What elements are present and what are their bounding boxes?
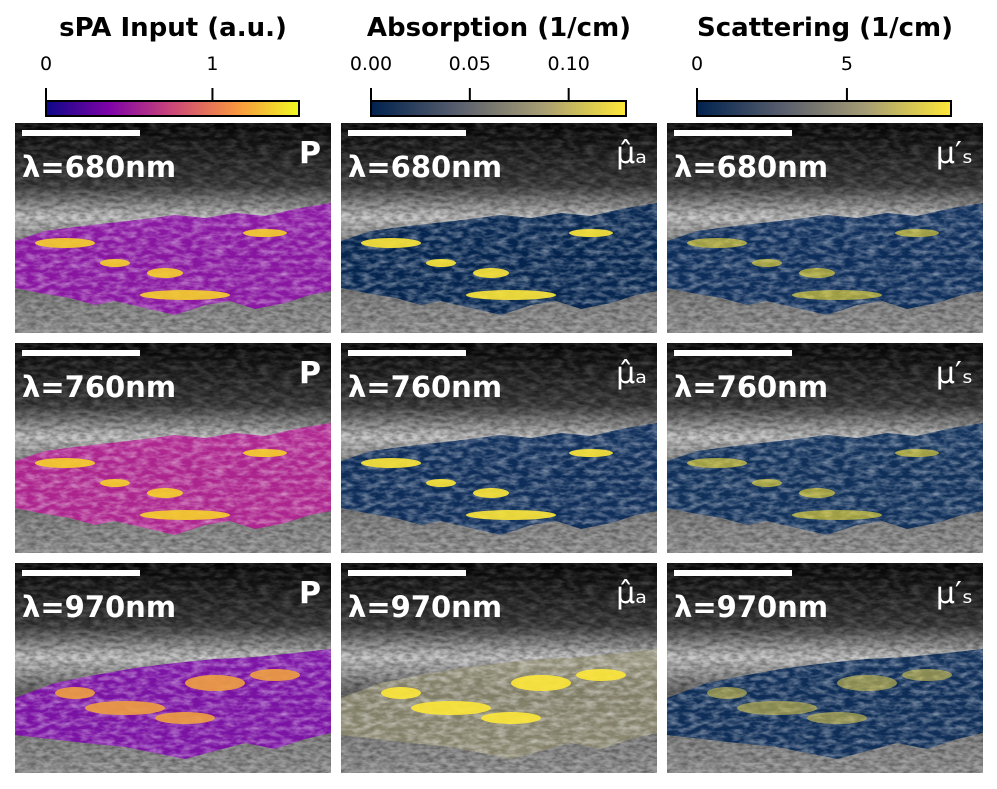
hotspot — [687, 458, 747, 468]
colorbar-tick-label: 1 — [206, 53, 218, 75]
hotspot — [569, 229, 613, 237]
panel-symbol: P — [299, 136, 321, 171]
hotspot — [140, 290, 230, 300]
hotspot — [55, 687, 95, 699]
hotspot — [792, 290, 882, 300]
scale-bar — [674, 570, 792, 576]
hotspot — [752, 259, 782, 267]
wavelength-label: λ=760nm — [674, 370, 828, 404]
wavelength-label: λ=680nm — [348, 150, 502, 184]
hotspot — [185, 675, 245, 691]
colorbar-tick-label: 0.05 — [449, 53, 491, 75]
colorbar — [45, 100, 300, 117]
hotspot — [361, 458, 421, 468]
colorbar-title: Scattering (1/cm) — [697, 13, 953, 43]
hotspot — [473, 268, 509, 278]
hotspot — [243, 449, 287, 457]
hotspot — [466, 510, 556, 520]
panel-symbol: μ′ₛ — [936, 576, 973, 611]
scale-bar — [674, 130, 792, 136]
image-panel: λ=970nm μ′ₛ — [667, 563, 983, 773]
hotspot — [473, 488, 509, 498]
hotspot — [155, 712, 215, 724]
image-panel: λ=760nm μ̂ₐ — [341, 343, 657, 553]
image-panel: λ=680nm μ′ₛ — [667, 123, 983, 333]
hotspot — [707, 687, 747, 699]
scale-bar — [348, 350, 466, 356]
image-panel: λ=970nm μ̂ₐ — [341, 563, 657, 773]
hotspot — [411, 701, 491, 715]
hotspot — [140, 510, 230, 520]
scale-bar — [348, 570, 466, 576]
scale-bar — [22, 350, 140, 356]
hotspot — [35, 458, 95, 468]
hotspot — [466, 290, 556, 300]
hotspot — [902, 669, 952, 681]
hotspot — [381, 687, 421, 699]
image-panel: λ=760nm P — [15, 343, 331, 553]
panel-symbol: μ̂ₐ — [616, 136, 647, 171]
wavelength-label: λ=970nm — [22, 590, 176, 624]
colorbar-title: sPA Input (a.u.) — [59, 13, 287, 43]
hotspot — [35, 238, 95, 248]
wavelength-label: λ=680nm — [22, 150, 176, 184]
colorbar — [696, 100, 952, 117]
hotspot — [837, 675, 897, 691]
image-panel: λ=760nm μ′ₛ — [667, 343, 983, 553]
scale-bar — [22, 570, 140, 576]
panel-symbol: P — [299, 576, 321, 611]
panel-symbol: μ̂ₐ — [616, 576, 647, 611]
hotspot — [807, 712, 867, 724]
hotspot — [895, 449, 939, 457]
scale-bar — [348, 130, 466, 136]
colorbar-tick-label: 0.10 — [548, 53, 590, 75]
image-panel: λ=680nm P — [15, 123, 331, 333]
wavelength-label: λ=680nm — [674, 150, 828, 184]
hotspot — [361, 238, 421, 248]
hotspot — [569, 449, 613, 457]
hotspot — [737, 701, 817, 715]
hotspot — [243, 229, 287, 237]
hotspot — [799, 268, 835, 278]
hotspot — [687, 238, 747, 248]
hotspot — [100, 259, 130, 267]
hotspot — [752, 479, 782, 487]
hotspot — [85, 701, 165, 715]
hotspot — [895, 229, 939, 237]
hotspot — [481, 712, 541, 724]
image-panel: λ=680nm μ̂ₐ — [341, 123, 657, 333]
scale-bar — [22, 130, 140, 136]
panel-symbol: μ′ₛ — [936, 136, 973, 171]
hotspot — [511, 675, 571, 691]
colorbar-tick-label: 0 — [40, 53, 52, 75]
panel-symbol: P — [299, 356, 321, 391]
colorbar-tick-label: 5 — [841, 53, 853, 75]
hotspot — [100, 479, 130, 487]
colorbar-title: Absorption (1/cm) — [367, 13, 631, 43]
wavelength-label: λ=970nm — [674, 590, 828, 624]
wavelength-label: λ=760nm — [348, 370, 502, 404]
colorbar — [370, 100, 627, 117]
hotspot — [576, 669, 626, 681]
panel-symbol: μ̂ₐ — [616, 356, 647, 391]
hotspot — [147, 488, 183, 498]
hotspot — [147, 268, 183, 278]
colorbar-tick-label: 0 — [691, 53, 703, 75]
hotspot — [250, 669, 300, 681]
hotspot — [426, 479, 456, 487]
image-panel: λ=970nm P — [15, 563, 331, 773]
panel-symbol: μ′ₛ — [936, 356, 973, 391]
hotspot — [426, 259, 456, 267]
wavelength-label: λ=760nm — [22, 370, 176, 404]
colorbar-tick-label: 0.00 — [350, 53, 392, 75]
hotspot — [799, 488, 835, 498]
scale-bar — [674, 350, 792, 356]
hotspot — [792, 510, 882, 520]
wavelength-label: λ=970nm — [348, 590, 502, 624]
